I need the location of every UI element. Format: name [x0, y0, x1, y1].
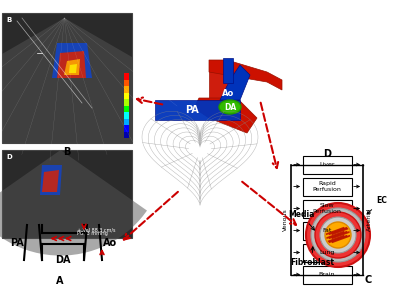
- Text: PA: PA: [185, 105, 199, 115]
- Bar: [124, 99, 129, 105]
- Text: Fat: Fat: [322, 228, 332, 233]
- Polygon shape: [42, 170, 59, 192]
- Text: PG  3 mmHg: PG 3 mmHg: [77, 231, 108, 236]
- Bar: [2, 13, 132, 143]
- Polygon shape: [52, 43, 92, 78]
- Bar: [124, 80, 129, 86]
- Bar: [124, 112, 129, 119]
- Bar: [124, 86, 129, 92]
- Text: Slow
Perfusion: Slow Perfusion: [312, 203, 342, 214]
- Text: PA: PA: [10, 238, 24, 248]
- Circle shape: [306, 203, 370, 267]
- Bar: [2, 13, 132, 143]
- Polygon shape: [0, 18, 188, 161]
- FancyBboxPatch shape: [302, 156, 352, 173]
- Text: D: D: [323, 149, 331, 159]
- FancyBboxPatch shape: [302, 178, 352, 195]
- Polygon shape: [194, 98, 257, 133]
- Circle shape: [315, 212, 361, 258]
- Bar: [209, 60, 227, 98]
- FancyBboxPatch shape: [302, 266, 352, 283]
- Polygon shape: [209, 60, 282, 90]
- Bar: [2, 150, 132, 238]
- Circle shape: [320, 217, 356, 253]
- Bar: [223, 58, 233, 83]
- Text: Ao: Ao: [222, 89, 234, 97]
- Text: C: C: [364, 275, 372, 285]
- Text: B: B: [63, 147, 71, 157]
- Text: EC: EC: [367, 196, 387, 214]
- Text: A: A: [56, 276, 64, 286]
- Text: B: B: [6, 17, 11, 23]
- FancyBboxPatch shape: [302, 243, 352, 262]
- Bar: [124, 131, 129, 138]
- Text: Rapid
Perfusion: Rapid Perfusion: [312, 181, 342, 192]
- Polygon shape: [40, 165, 62, 195]
- Bar: [155, 100, 240, 120]
- Text: + Vel 88.3 cm/s: + Vel 88.3 cm/s: [77, 227, 116, 232]
- Bar: [124, 92, 129, 99]
- Text: DA: DA: [55, 255, 71, 265]
- Polygon shape: [57, 51, 86, 78]
- Polygon shape: [69, 64, 77, 73]
- Text: Media: Media: [288, 210, 314, 230]
- Ellipse shape: [219, 100, 241, 114]
- Text: Fibroblast: Fibroblast: [290, 247, 334, 267]
- Polygon shape: [0, 150, 147, 256]
- Polygon shape: [64, 59, 80, 75]
- Bar: [124, 73, 129, 80]
- Bar: [124, 119, 129, 125]
- Text: Venous: Venous: [282, 208, 288, 231]
- Text: Ao: Ao: [103, 238, 117, 248]
- Circle shape: [325, 222, 351, 248]
- Text: Lung: Lung: [319, 250, 335, 255]
- Text: Arterial: Arterial: [366, 208, 372, 231]
- Bar: [124, 105, 129, 112]
- FancyBboxPatch shape: [302, 199, 352, 218]
- Text: DA: DA: [224, 103, 236, 111]
- FancyBboxPatch shape: [302, 221, 352, 240]
- Text: Brain: Brain: [319, 272, 335, 277]
- Bar: [124, 125, 129, 131]
- Text: D: D: [6, 154, 12, 160]
- Text: Liver: Liver: [319, 162, 335, 167]
- Circle shape: [311, 208, 365, 262]
- Polygon shape: [220, 65, 250, 100]
